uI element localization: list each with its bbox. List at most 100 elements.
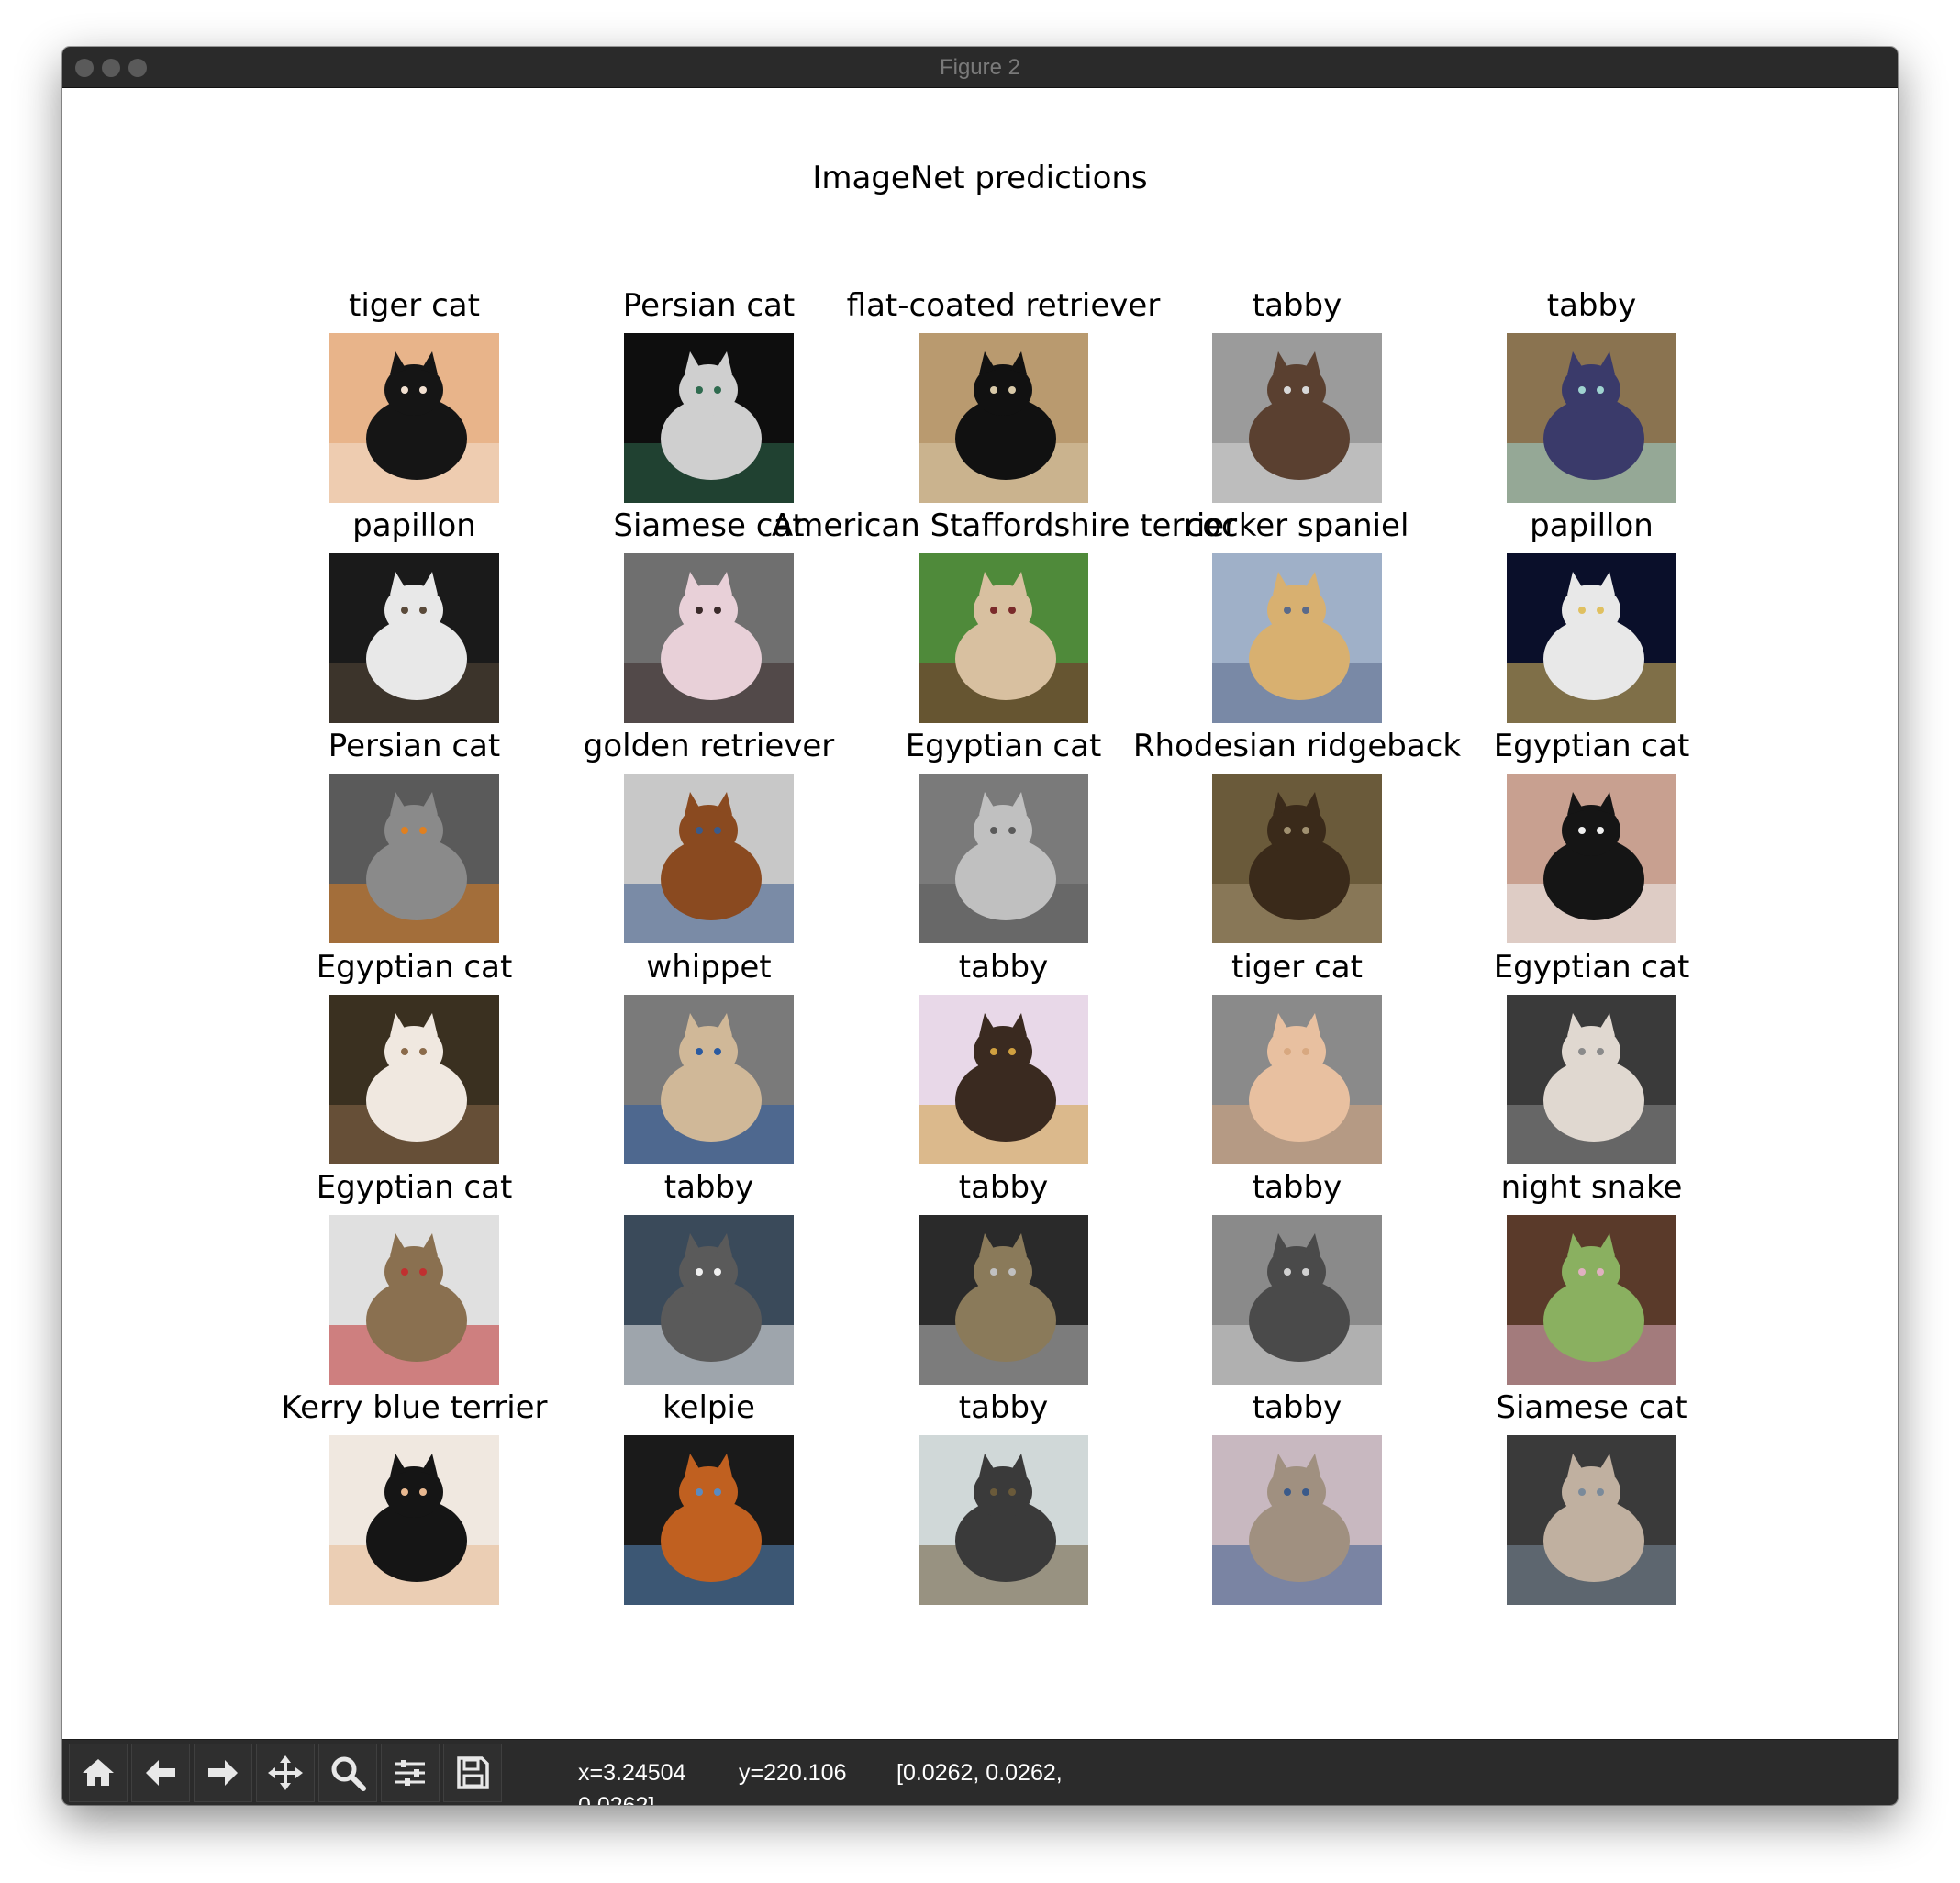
prediction-cell: Persian cat bbox=[623, 287, 795, 503]
sample-image bbox=[329, 333, 499, 503]
prediction-cell: night snake bbox=[1501, 1169, 1682, 1385]
prediction-label: tabby bbox=[1252, 1169, 1342, 1206]
prediction-label: Egyptian cat bbox=[316, 1169, 513, 1206]
sample-image bbox=[919, 995, 1088, 1164]
prediction-label: Siamese cat bbox=[613, 507, 805, 544]
prediction-label: tabby bbox=[958, 1389, 1049, 1426]
forward-button[interactable] bbox=[194, 1744, 252, 1802]
subplots-button[interactable] bbox=[381, 1744, 440, 1802]
prediction-cell: tabby bbox=[1212, 1389, 1382, 1605]
save-button[interactable] bbox=[443, 1744, 502, 1802]
sample-image bbox=[1507, 1215, 1676, 1385]
cursor-y-readout: y=220.106 bbox=[739, 1760, 847, 1786]
prediction-cell: whippet bbox=[624, 949, 794, 1164]
sample-image bbox=[624, 995, 794, 1164]
prediction-label: cocker spaniel bbox=[1185, 507, 1409, 544]
sample-image bbox=[1212, 1435, 1382, 1605]
sample-image bbox=[919, 1435, 1088, 1605]
sample-image bbox=[624, 774, 794, 943]
sample-image bbox=[329, 553, 499, 723]
prediction-label: papillon bbox=[1530, 507, 1654, 544]
prediction-label: tabby bbox=[663, 1169, 754, 1206]
sample-image bbox=[1212, 1215, 1382, 1385]
home-button[interactable] bbox=[69, 1744, 128, 1802]
prediction-cell: Egyptian cat bbox=[317, 949, 512, 1164]
save-icon bbox=[457, 1756, 489, 1789]
subplots-icon bbox=[395, 1760, 425, 1786]
prediction-cell: tabby bbox=[1212, 287, 1382, 503]
sample-image bbox=[329, 995, 499, 1164]
prediction-label: American Staffordshire terrier bbox=[772, 507, 1238, 544]
prediction-cell: Siamese cat bbox=[613, 507, 805, 723]
sample-image bbox=[1212, 333, 1382, 503]
prediction-label: tabby bbox=[1252, 1389, 1342, 1426]
sample-image bbox=[624, 1435, 794, 1605]
back-arrow-icon bbox=[146, 1760, 175, 1786]
prediction-label: Egyptian cat bbox=[316, 949, 513, 986]
prediction-label: tabby bbox=[1252, 287, 1342, 324]
prediction-cell: tabby bbox=[919, 1389, 1088, 1605]
sample-image bbox=[624, 333, 794, 503]
sample-image bbox=[1212, 995, 1382, 1164]
prediction-cell: Siamese cat bbox=[1496, 1389, 1687, 1605]
prediction-label: whippet bbox=[646, 949, 772, 986]
minimize-window-button[interactable] bbox=[102, 59, 120, 77]
figure-canvas[interactable]: ImageNet predictions tiger cat Persian ca… bbox=[62, 88, 1898, 1739]
sample-image bbox=[919, 774, 1088, 943]
home-icon bbox=[83, 1759, 114, 1786]
title-bar[interactable]: Figure 2 bbox=[62, 47, 1898, 88]
sample-image bbox=[1212, 774, 1382, 943]
prediction-cell: tiger cat bbox=[329, 287, 499, 503]
prediction-label: Egyptian cat bbox=[1493, 728, 1690, 764]
zoom-icon bbox=[331, 1756, 366, 1791]
back-button[interactable] bbox=[131, 1744, 190, 1802]
sample-image bbox=[1507, 333, 1676, 503]
prediction-label: Persian cat bbox=[328, 728, 501, 764]
pixel-value-readout-wrap: 0.0262] bbox=[578, 1793, 654, 1805]
sample-image bbox=[919, 1215, 1088, 1385]
sample-image bbox=[329, 1215, 499, 1385]
window-title: Figure 2 bbox=[939, 55, 1021, 80]
prediction-cell: Egyptian cat bbox=[1494, 949, 1689, 1164]
prediction-label: tabby bbox=[1546, 287, 1637, 324]
prediction-cell: papillon bbox=[329, 507, 499, 723]
prediction-label: Siamese cat bbox=[1496, 1389, 1687, 1426]
sample-image bbox=[919, 333, 1088, 503]
prediction-cell: flat-coated retriever bbox=[847, 287, 1160, 503]
sample-image bbox=[1507, 553, 1676, 723]
figure-suptitle: ImageNet predictions bbox=[812, 160, 1148, 196]
prediction-label: tabby bbox=[958, 1169, 1049, 1206]
prediction-cell: tiger cat bbox=[1212, 949, 1382, 1164]
navigation-toolbar: x=3.24504 y=220.106 [0.0262, 0.0262, 0.0… bbox=[62, 1739, 1898, 1805]
prediction-cell: Rhodesian ridgeback bbox=[1133, 728, 1461, 943]
prediction-cell: cocker spaniel bbox=[1186, 507, 1409, 723]
prediction-label: night snake bbox=[1500, 1169, 1683, 1206]
prediction-cell: golden retriever bbox=[584, 728, 834, 943]
pan-button[interactable] bbox=[256, 1744, 315, 1802]
sample-image bbox=[1507, 995, 1676, 1164]
prediction-cell: papillon bbox=[1507, 507, 1676, 723]
sample-image bbox=[919, 553, 1088, 723]
forward-arrow-icon bbox=[208, 1760, 238, 1786]
prediction-label: golden retriever bbox=[583, 728, 835, 764]
prediction-label: tiger cat bbox=[349, 287, 480, 324]
prediction-cell: tabby bbox=[1212, 1169, 1382, 1385]
sample-image bbox=[624, 1215, 794, 1385]
prediction-cell: Egyptian cat bbox=[906, 728, 1101, 943]
zoom-button[interactable] bbox=[318, 1744, 377, 1802]
sample-image bbox=[1507, 1435, 1676, 1605]
prediction-label: flat-coated retriever bbox=[846, 287, 1161, 324]
sample-image bbox=[329, 1435, 499, 1605]
prediction-cell: Kerry blue terrier bbox=[281, 1389, 548, 1605]
prediction-label: tabby bbox=[958, 949, 1049, 986]
prediction-cell: tabby bbox=[919, 949, 1088, 1164]
pixel-value-readout: [0.0262, 0.0262, bbox=[896, 1760, 1063, 1786]
sample-image bbox=[329, 774, 499, 943]
zoom-window-button[interactable] bbox=[128, 59, 147, 77]
prediction-cell: tabby bbox=[624, 1169, 794, 1385]
prediction-label: papillon bbox=[352, 507, 476, 544]
close-window-button[interactable] bbox=[75, 59, 94, 77]
figure-window: Figure 2 ImageNet predictions tiger cat P… bbox=[62, 47, 1898, 1805]
prediction-label: kelpie bbox=[663, 1389, 755, 1426]
prediction-cell: tabby bbox=[1507, 287, 1676, 503]
